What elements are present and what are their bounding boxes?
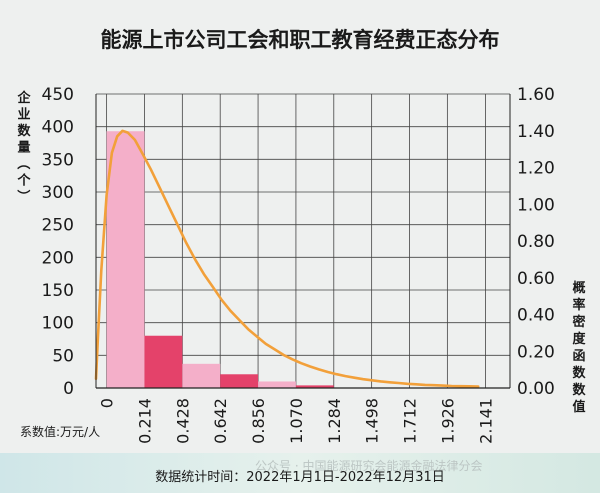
axis-label-char: 数 xyxy=(572,382,586,398)
chart-title: 能源上市公司工会和职工教育经费正态分布 xyxy=(101,28,500,52)
x-tick-label: 0.856 xyxy=(249,398,268,444)
histogram-bar xyxy=(106,131,145,389)
footer-date-range: 数据统计时间：2022年1月1日-2022年12月31日 xyxy=(155,470,445,485)
axis-label-char: 度 xyxy=(572,331,586,347)
x-tick-label: 1.498 xyxy=(363,398,382,444)
right-y-tick-label: 0.80 xyxy=(517,232,555,252)
axis-label-char: 企 xyxy=(16,90,31,106)
left-y-tick-label: 450 xyxy=(42,85,74,105)
x-tick-label: 0.214 xyxy=(135,398,154,444)
axis-label-char: 函 xyxy=(572,349,585,364)
axis-label-char: 个 xyxy=(16,173,31,189)
axis-label-char: 值 xyxy=(572,399,585,415)
x-ticks: 0 0.214 0.428 0.642 0.856 1.070 1.284 1.498 1.71… xyxy=(98,398,496,444)
right-y-tick-label: 0.20 xyxy=(517,342,555,362)
left-y-tick-label: 400 xyxy=(42,118,74,138)
x-tick-label: 0.428 xyxy=(173,398,192,444)
histogram-bar xyxy=(295,385,334,388)
bars-group xyxy=(106,131,334,389)
right-y-ticks: 0.00 0.20 0.40 0.60 0.80 1.00 1.20 1.40 1.60 xyxy=(517,85,555,399)
x-tick-label: 1.712 xyxy=(401,398,420,444)
x-tick-label: 1.284 xyxy=(325,398,344,444)
left-y-tick-label: 250 xyxy=(42,216,74,236)
x-tick-label: 0.642 xyxy=(211,398,230,444)
axis-label-char: 数 xyxy=(17,123,31,139)
left-y-tick-label: 100 xyxy=(42,314,74,334)
density-curve-group xyxy=(94,129,480,388)
footer-band xyxy=(0,453,600,493)
axis-label-char: 率 xyxy=(572,297,585,313)
axis-label-char: 密 xyxy=(571,314,585,330)
left-y-ticks: 0 50 100 150 200 250 300 350 400 450 xyxy=(42,85,74,399)
left-y-tick-label: 150 xyxy=(42,281,74,301)
density-curve xyxy=(94,129,480,388)
left-y-tick-label: 300 xyxy=(42,183,74,203)
axis-label-char: （ xyxy=(15,156,31,169)
axis-label-char: 数 xyxy=(572,365,586,381)
axis-label-char: 业 xyxy=(17,107,30,123)
x-tick-label: 2.141 xyxy=(476,398,495,444)
left-y-tick-label: 0 xyxy=(63,379,74,399)
right-y-tick-label: 0.60 xyxy=(517,269,555,289)
right-y-tick-label: 1.40 xyxy=(517,122,555,142)
histogram-bar xyxy=(258,381,296,388)
histogram-bar xyxy=(144,335,183,388)
histogram-bar xyxy=(220,374,259,388)
right-y-tick-label: 1.00 xyxy=(517,195,555,215)
watermark: 公众号 · 中国能源研究会能源金融法律分会 xyxy=(255,458,482,473)
right-y-tick-label: 1.20 xyxy=(517,159,555,179)
axes-group xyxy=(95,94,511,389)
x-tick-label: 1.926 xyxy=(438,398,457,444)
histogram-bar xyxy=(182,363,221,388)
left-y-tick-label: 50 xyxy=(52,346,74,366)
right-y-tick-label: 1.60 xyxy=(517,85,555,105)
x-tick-label: 1.070 xyxy=(287,398,306,444)
axis-label-char: ） xyxy=(15,189,31,202)
left-y-tick-label: 200 xyxy=(42,248,74,268)
right-y-tick-label: 0.00 xyxy=(517,379,555,399)
axis-label-char: 量 xyxy=(17,141,30,156)
x-axis-label: 系数值:万元/人 xyxy=(20,424,100,439)
right-y-tick-label: 0.40 xyxy=(517,306,555,326)
x-tick-label: 0 xyxy=(98,398,117,408)
left-y-tick-label: 350 xyxy=(42,150,74,170)
axis-label-char: 概 xyxy=(572,280,585,296)
